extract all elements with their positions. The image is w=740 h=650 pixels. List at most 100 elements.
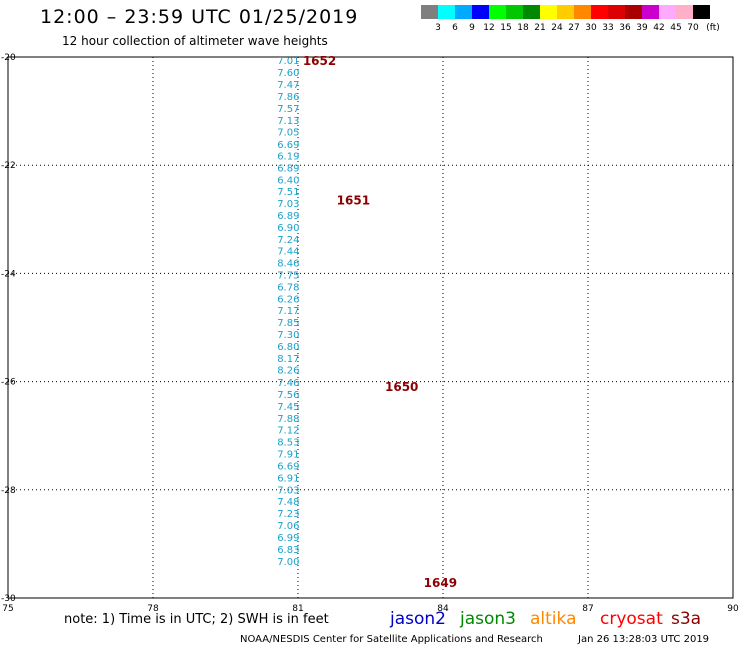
wave-height-value: 6.90 [277, 223, 299, 234]
wave-height-value: 6.89 [277, 163, 299, 174]
colorbar-label: 18 [517, 23, 529, 33]
wave-height-value: 7.91 [277, 450, 299, 461]
colorbar-label: 30 [585, 23, 597, 33]
pass-label: 1650 [385, 380, 418, 394]
colorbar-swatch [591, 5, 608, 19]
colorbar-unit: (ft) [706, 23, 720, 33]
wave-height-value: 7.03 [277, 199, 299, 210]
colorbar-label: 36 [619, 23, 631, 33]
timestamp: Jan 26 13:28:03 UTC 2019 [578, 634, 710, 645]
colorbar-swatch [523, 5, 540, 19]
lon-tick-label: 87 [582, 604, 593, 614]
colorbar-label: 15 [500, 23, 512, 33]
wave-height-value: 7.24 [277, 235, 299, 246]
satellite-altika: altika [530, 609, 577, 629]
colorbar-label: 27 [568, 23, 580, 33]
lon-tick-label: 90 [727, 604, 739, 614]
colorbar-swatch [625, 5, 642, 19]
wave-height-value: 7.48 [277, 497, 299, 508]
lon-tick-label: 75 [2, 604, 13, 614]
colorbar-label: 21 [534, 23, 546, 33]
wave-height-value: 7.44 [277, 247, 299, 258]
wave-height-value: 6.26 [277, 294, 299, 305]
colorbar-label: 12 [483, 23, 495, 33]
colorbar-swatch [676, 5, 693, 19]
wave-height-value: 7.12 [277, 426, 299, 437]
colorbar-swatch [489, 5, 506, 19]
colorbar-swatch [693, 5, 710, 19]
colorbar-swatch [557, 5, 574, 19]
lat-tick-label: -20 [1, 53, 16, 63]
colorbar-swatch [540, 5, 557, 19]
wave-height-value: 7.88 [277, 414, 299, 425]
wave-height-value: 7.46 [277, 378, 299, 389]
colorbar-swatch [574, 5, 591, 19]
colorbar-swatch [659, 5, 676, 19]
pass-label: 1649 [424, 576, 457, 590]
colorbar-label: 6 [452, 23, 458, 33]
wave-height-value: 7.60 [277, 68, 299, 79]
wave-height-value: 7.13 [277, 116, 299, 127]
wave-height-value: 6.19 [277, 151, 299, 162]
wave-height-value: 8.26 [277, 366, 299, 377]
wave-height-value: 8.46 [277, 259, 299, 270]
colorbar-swatch [642, 5, 659, 19]
wave-height-value: 7.45 [277, 402, 299, 413]
colorbar-label: 3 [435, 23, 441, 33]
pass-label: 1652 [303, 54, 336, 68]
lon-tick-label: 78 [147, 604, 159, 614]
wave-height-value: 6.80 [277, 342, 299, 353]
wave-height-value: 7.06 [277, 521, 299, 532]
wave-height-value: 6.89 [277, 211, 299, 222]
lon-tick-label: 84 [437, 604, 449, 614]
credit-line: NOAA/NESDIS Center for Satellite Applica… [240, 634, 543, 645]
colorbar-swatch [608, 5, 625, 19]
colorbar-label: 24 [551, 23, 563, 33]
wave-height-value: 8.53 [277, 438, 299, 449]
wave-height-value: 6.91 [277, 473, 299, 484]
colorbar-swatch [455, 5, 472, 19]
wave-height-value: 6.78 [277, 282, 299, 293]
wave-height-value: 7.56 [277, 390, 299, 401]
wave-height-value: 7.51 [277, 187, 299, 198]
colorbar-label: 33 [602, 23, 614, 33]
satellite-jason2: jason2 [390, 609, 446, 629]
map-frame [7, 56, 734, 599]
wave-height-value: 7.17 [277, 306, 299, 317]
lat-tick-label: -26 [1, 378, 16, 388]
wave-height-value: 8.17 [277, 354, 299, 365]
lat-tick-label: -24 [1, 269, 16, 279]
colorbar-label: 70 [687, 23, 699, 33]
wave-height-value: 6.69 [277, 140, 299, 151]
wave-height-value: 7.30 [277, 330, 299, 341]
wave-height-value: 7.00 [277, 557, 299, 568]
wave-height-value: 7.86 [277, 92, 299, 103]
map-title: 12:00 – 23:59 UTC 01/25/2019 [40, 6, 359, 28]
map-subtitle: 12 hour collection of altimeter wave hei… [62, 34, 328, 48]
wave-height-value: 7.57 [277, 104, 299, 115]
wave-height-value: 6.69 [277, 461, 299, 472]
wave-height-value: 7.47 [277, 80, 299, 91]
satellite-cryosat: cryosat [600, 609, 663, 629]
wave-height-value: 7.75 [277, 270, 299, 281]
wave-height-value: 6.40 [277, 175, 299, 186]
footer-note: note: 1) Time is in UTC; 2) SWH is in fe… [64, 612, 329, 627]
lat-tick-label: -22 [1, 161, 16, 171]
wave-height-value: 7.85 [277, 318, 299, 329]
lat-tick-label: -28 [1, 486, 16, 496]
lat-tick-label: -30 [1, 594, 16, 604]
wave-height-value: 7.05 [277, 128, 299, 139]
wave-height-value: 6.83 [277, 545, 299, 556]
colorbar-label: 9 [469, 23, 475, 33]
colorbar-label: 42 [653, 23, 665, 33]
colorbar-label: 45 [670, 23, 682, 33]
wave-height-value: 7.01 [277, 56, 299, 67]
satellite-s3a: s3a [671, 609, 702, 629]
colorbar-swatch [506, 5, 523, 19]
lon-tick-label: 81 [292, 604, 303, 614]
colorbar-swatch [438, 5, 455, 19]
satellite-jason3: jason3 [460, 609, 516, 629]
wave-height-value: 6.99 [277, 533, 299, 544]
colorbar-label: 39 [636, 23, 648, 33]
colorbar-swatch [472, 5, 489, 19]
